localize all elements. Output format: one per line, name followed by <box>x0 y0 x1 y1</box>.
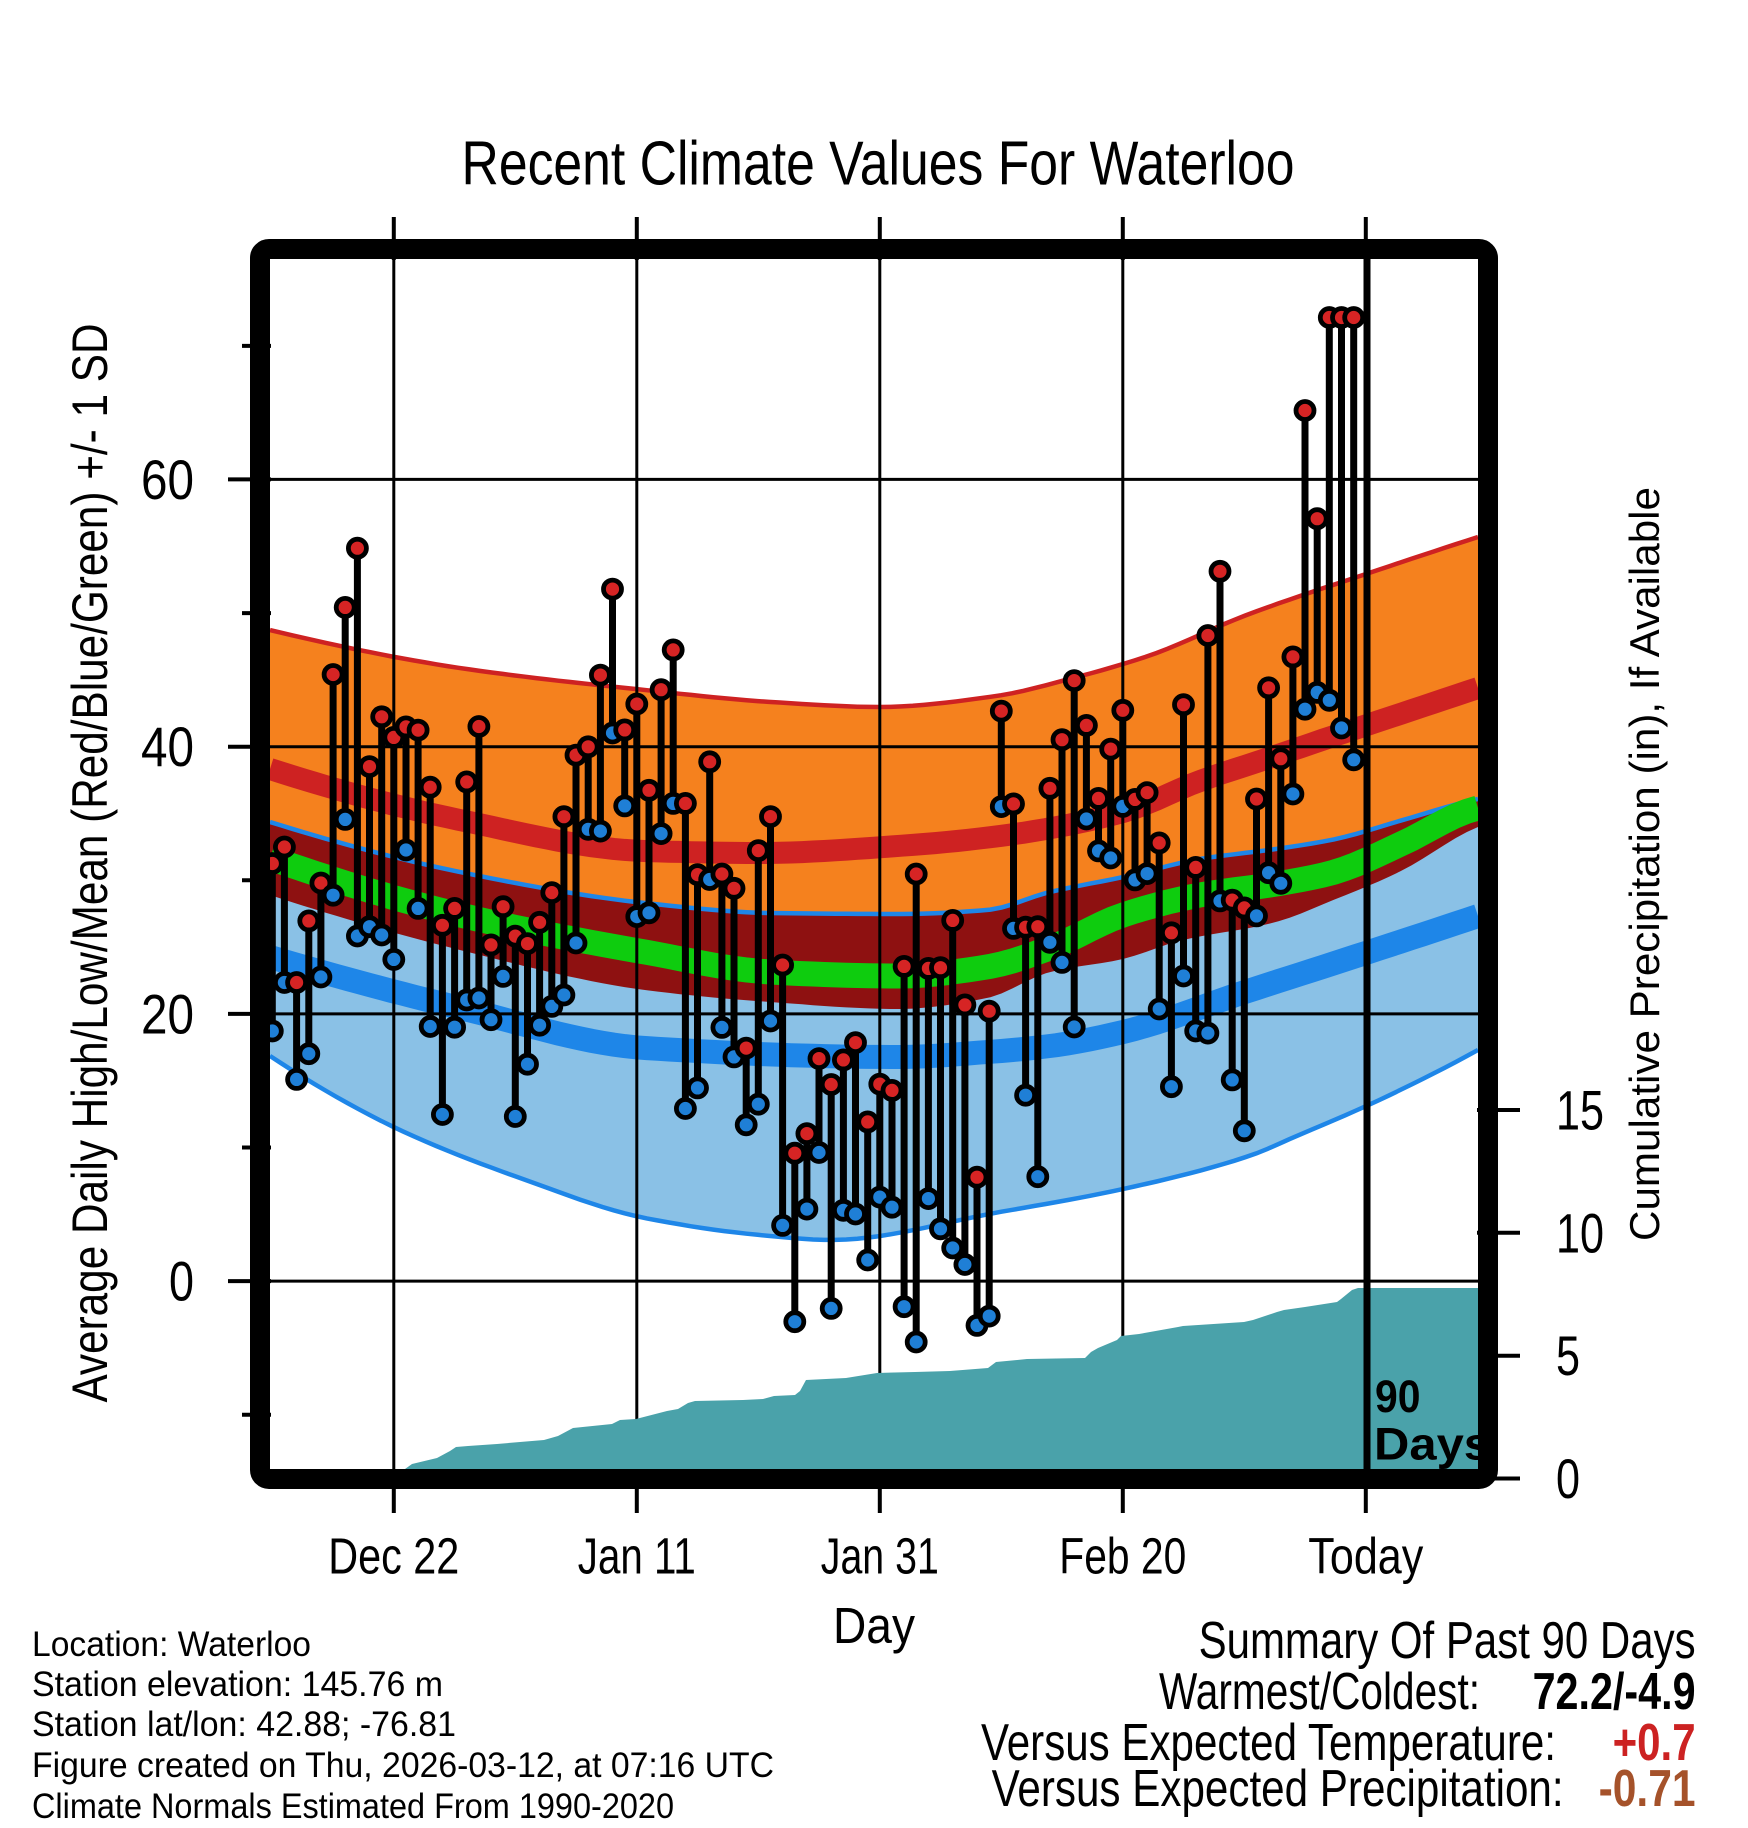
svg-text:40: 40 <box>141 715 194 778</box>
svg-text:+0.7: +0.7 <box>1613 1714 1696 1772</box>
svg-text:Day: Day <box>833 1597 915 1654</box>
svg-text:20: 20 <box>141 982 194 1045</box>
svg-text:10: 10 <box>1556 1201 1604 1264</box>
svg-text:Jan 31: Jan 31 <box>821 1527 939 1584</box>
svg-text:Versus Expected Precipitation:: Versus Expected Precipitation: <box>992 1760 1564 1818</box>
svg-text:Figure created on Thu, 2026-03: Figure created on Thu, 2026-03-12, at 07… <box>32 1745 774 1785</box>
svg-text:90: 90 <box>1375 1371 1421 1422</box>
svg-text:Days: Days <box>1374 1419 1491 1470</box>
svg-text:Jan 11: Jan 11 <box>578 1527 696 1584</box>
svg-text:Station lat/lon: 42.88; -76.81: Station lat/lon: 42.88; -76.81 <box>32 1704 456 1744</box>
svg-text:Cumulative Precipitation (in),: Cumulative Precipitation (in), If Availa… <box>1621 487 1668 1241</box>
svg-text:Warmest/Coldest:: Warmest/Coldest: <box>1159 1663 1480 1721</box>
svg-text:0: 0 <box>169 1250 194 1313</box>
svg-text:Climate Normals Estimated From: Climate Normals Estimated From 1990-2020 <box>32 1786 674 1826</box>
svg-text:Dec 22: Dec 22 <box>328 1527 459 1584</box>
svg-text:Average Daily High/Low/Mean (R: Average Daily High/Low/Mean (Red/Blue/Gr… <box>62 324 118 1403</box>
svg-text:72.2/-4.9: 72.2/-4.9 <box>1533 1663 1696 1721</box>
svg-text:Station elevation: 145.76 m: Station elevation: 145.76 m <box>32 1664 443 1704</box>
svg-text:Feb 20: Feb 20 <box>1059 1527 1186 1584</box>
svg-text:Today: Today <box>1308 1527 1423 1584</box>
svg-text:Recent Climate Values For Wate: Recent Climate Values For Waterloo <box>462 130 1295 199</box>
svg-text:15: 15 <box>1556 1079 1604 1142</box>
svg-text:60: 60 <box>141 448 194 511</box>
svg-text:-0.71: -0.71 <box>1599 1760 1696 1818</box>
svg-text:Versus Expected Temperature:: Versus Expected Temperature: <box>981 1714 1556 1772</box>
svg-text:0: 0 <box>1556 1447 1580 1510</box>
svg-text:Location: Waterloo: Location: Waterloo <box>32 1624 311 1664</box>
svg-text:5: 5 <box>1556 1324 1580 1387</box>
svg-text:Summary Of Past 90 Days: Summary Of Past 90 Days <box>1199 1612 1696 1670</box>
